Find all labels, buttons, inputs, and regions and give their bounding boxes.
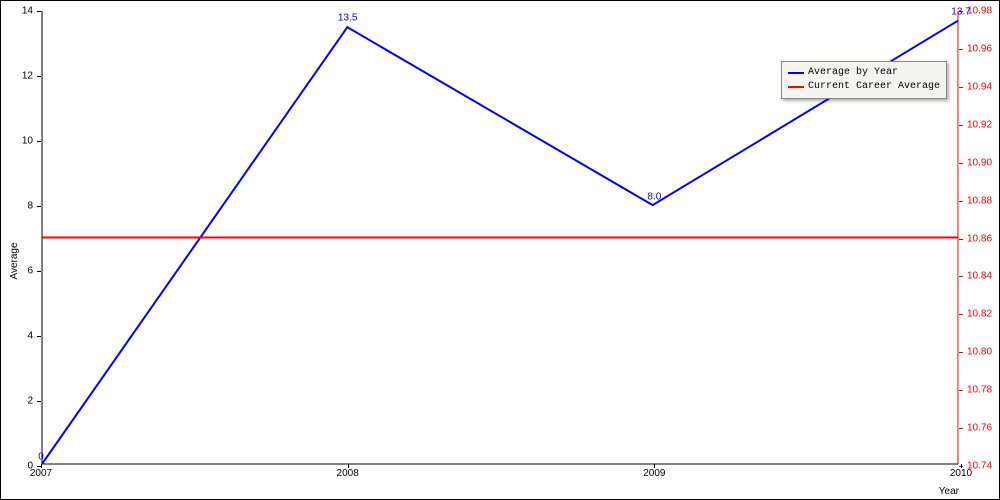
- y-left-tick-label: 2: [27, 396, 33, 407]
- point-label: 8.0: [647, 192, 661, 203]
- x-axis-label: Year: [939, 486, 959, 497]
- y-right-tick-mark: [959, 49, 963, 50]
- y-left-tick-label: 8: [27, 201, 33, 212]
- y-right-tick-mark: [959, 87, 963, 88]
- y-right-tick-mark: [959, 125, 963, 126]
- y-axis-left: 02468101214: [1, 11, 41, 464]
- point-label: 13.5: [338, 13, 357, 24]
- y-right-tick-label: 10.78: [967, 385, 992, 396]
- y-right-tick-label: 10.84: [967, 271, 992, 282]
- x-tick-label: 2010: [950, 468, 972, 479]
- legend-label: Average by Year: [808, 66, 898, 80]
- y-right-tick-label: 10.98: [967, 6, 992, 17]
- x-tick-mark: [654, 464, 655, 468]
- legend-item: Current Career Average: [788, 80, 940, 94]
- y-right-tick-mark: [959, 314, 963, 315]
- legend-swatch: [788, 86, 804, 88]
- y-right-tick-mark: [959, 428, 963, 429]
- y-right-tick-label: 10.76: [967, 423, 992, 434]
- y-left-tick-label: 6: [27, 266, 33, 277]
- legend-label: Current Career Average: [808, 80, 940, 94]
- x-axis: Year 2007200820092010: [41, 464, 959, 499]
- y-left-tick-label: 4: [27, 331, 33, 342]
- legend-swatch: [788, 72, 804, 74]
- y-right-tick-label: 10.92: [967, 119, 992, 130]
- y-right-tick-mark: [959, 390, 963, 391]
- y-left-tick-label: 14: [22, 6, 33, 17]
- y-right-tick-label: 10.80: [967, 347, 992, 358]
- point-label: 13.7: [951, 6, 970, 17]
- y-right-tick-mark: [959, 163, 963, 164]
- x-tick-label: 2008: [337, 468, 359, 479]
- y-right-tick-mark: [959, 201, 963, 202]
- y-right-tick-mark: [959, 276, 963, 277]
- y-right-tick-label: 10.88: [967, 195, 992, 206]
- y-axis-right: 10.7410.7610.7810.8010.8210.8410.8610.88…: [959, 11, 999, 464]
- y-right-tick-mark: [959, 352, 963, 353]
- y-left-tick-label: 10: [22, 136, 33, 147]
- y-right-tick-label: 10.86: [967, 233, 992, 244]
- chart-container: 02468101214 10.7410.7610.7810.8010.8210.…: [0, 0, 1000, 500]
- y-left-tick-label: 12: [22, 71, 33, 82]
- point-label: 0: [38, 452, 44, 463]
- x-tick-label: 2007: [30, 468, 52, 479]
- x-tick-mark: [348, 464, 349, 468]
- y-right-tick-mark: [959, 239, 963, 240]
- y-axis-left-label: Average: [9, 242, 20, 279]
- y-right-tick-label: 10.82: [967, 309, 992, 320]
- y-right-tick-label: 10.96: [967, 43, 992, 54]
- legend-item: Average by Year: [788, 66, 940, 80]
- y-right-tick-label: 10.94: [967, 81, 992, 92]
- x-tick-mark: [41, 464, 42, 468]
- legend: Average by YearCurrent Career Average: [781, 61, 947, 99]
- x-tick-label: 2009: [643, 468, 665, 479]
- y-right-tick-label: 10.90: [967, 157, 992, 168]
- x-tick-mark: [961, 464, 962, 468]
